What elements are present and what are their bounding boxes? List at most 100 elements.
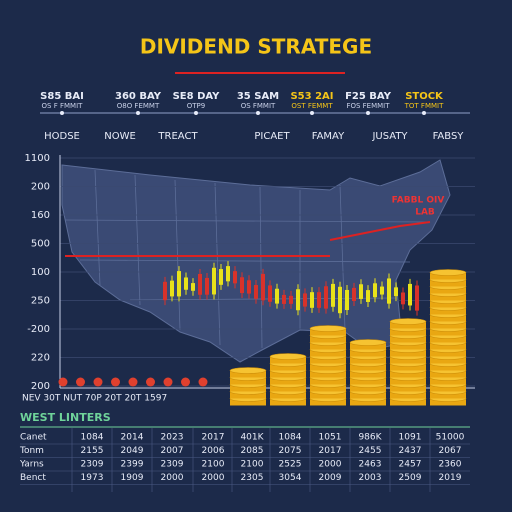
coin	[390, 363, 426, 371]
axis-label: 200	[31, 381, 50, 392]
table-cell: 2049	[121, 446, 144, 456]
coin-edge	[269, 353, 307, 360]
axis-label: 220	[31, 353, 50, 364]
table-cell: 2067	[439, 446, 462, 456]
coin	[430, 307, 466, 315]
title: DIVIDEND STRATEGE	[140, 35, 372, 59]
candles	[163, 261, 419, 319]
axis-label: 100	[31, 267, 50, 278]
table-cell: 2023	[161, 433, 184, 443]
candle	[254, 285, 258, 299]
coin	[430, 356, 466, 364]
table-cell: 2000	[161, 473, 184, 483]
coin	[230, 370, 266, 378]
table-cell: 2360	[439, 460, 462, 470]
axis-label: 160	[31, 210, 50, 221]
candle	[303, 293, 307, 307]
table-cell: 2017	[319, 446, 342, 456]
coin	[430, 391, 466, 399]
candle	[247, 280, 251, 294]
header-top: F25 BAY	[345, 91, 392, 102]
header-sub: FOS FEMMIT	[346, 102, 390, 110]
coin-edge	[429, 269, 467, 276]
header-top: SE8 DAY	[173, 91, 221, 102]
table-cell: 51000	[436, 433, 465, 443]
table-cell: 3054	[279, 473, 302, 483]
red-dot	[128, 377, 138, 387]
table-cell: 2155	[81, 446, 104, 456]
candle	[408, 283, 412, 306]
candle	[289, 295, 293, 304]
coin	[350, 370, 386, 378]
red-dot	[76, 377, 85, 387]
coin	[350, 384, 386, 392]
candle	[191, 283, 195, 291]
table-cell: 2509	[399, 473, 422, 483]
coin	[350, 342, 386, 350]
coin	[390, 335, 426, 343]
candle	[282, 294, 286, 304]
coin	[430, 342, 466, 350]
axis-label: -200	[27, 324, 50, 335]
coin	[310, 377, 346, 385]
red-dot	[93, 377, 103, 387]
table-cell: 1973	[81, 473, 104, 483]
timeline-dot	[194, 111, 198, 115]
candle	[310, 292, 314, 308]
axis-label: 250	[31, 296, 50, 307]
coin	[230, 398, 266, 406]
row-label: Benct	[20, 473, 46, 483]
coin	[310, 335, 346, 343]
candle	[387, 278, 391, 304]
header-sub: O8O FEMMT	[117, 102, 160, 110]
coin	[390, 342, 426, 350]
coin	[390, 328, 426, 336]
timeline-dot	[422, 111, 426, 115]
candle	[219, 269, 223, 285]
table-cell: 2463	[359, 460, 382, 470]
header-top: 360 BAY	[115, 91, 162, 102]
candle	[212, 267, 216, 295]
coin	[390, 391, 426, 399]
candle	[401, 292, 405, 305]
table-cell: 2309	[161, 460, 184, 470]
header-label: FAMAY	[312, 131, 345, 142]
header-top: S85 BAI	[40, 91, 84, 102]
table: Canet 1084 2014 2023 2017 401K 1084 1051 986K 109…	[19, 428, 470, 492]
candle	[338, 286, 342, 314]
candle	[296, 289, 300, 311]
header-label: TREACT	[157, 131, 198, 142]
candle	[359, 284, 363, 299]
coin	[430, 377, 466, 385]
coin	[310, 384, 346, 392]
red-dot	[146, 377, 155, 387]
coin	[310, 328, 346, 336]
header-label: HODSE	[44, 131, 80, 142]
coin	[310, 356, 346, 364]
coin	[310, 349, 346, 357]
coin	[430, 272, 466, 280]
coin	[390, 356, 426, 364]
candle	[177, 271, 181, 297]
axis-label: 1100	[25, 153, 50, 164]
table-cell: 2525	[279, 460, 302, 470]
candle	[205, 277, 209, 295]
table-cell: 2455	[359, 446, 382, 456]
coin	[270, 391, 306, 399]
table-cell: 2007	[161, 446, 184, 456]
candle	[233, 271, 237, 284]
coin	[270, 370, 306, 378]
red-dot	[198, 377, 208, 387]
red-dot	[181, 377, 190, 387]
timeline-dot	[256, 111, 260, 115]
table-cell: 1084	[81, 433, 104, 443]
table-cell: 2000	[319, 460, 342, 470]
candle	[268, 285, 272, 302]
table-cell: 2000	[202, 473, 225, 483]
header-label: PICAET	[254, 131, 290, 142]
table-cell: 986K	[358, 433, 382, 443]
axis-label: 200	[31, 182, 50, 193]
table-cell: 1084	[279, 433, 302, 443]
candle	[324, 286, 328, 309]
coin	[430, 349, 466, 357]
